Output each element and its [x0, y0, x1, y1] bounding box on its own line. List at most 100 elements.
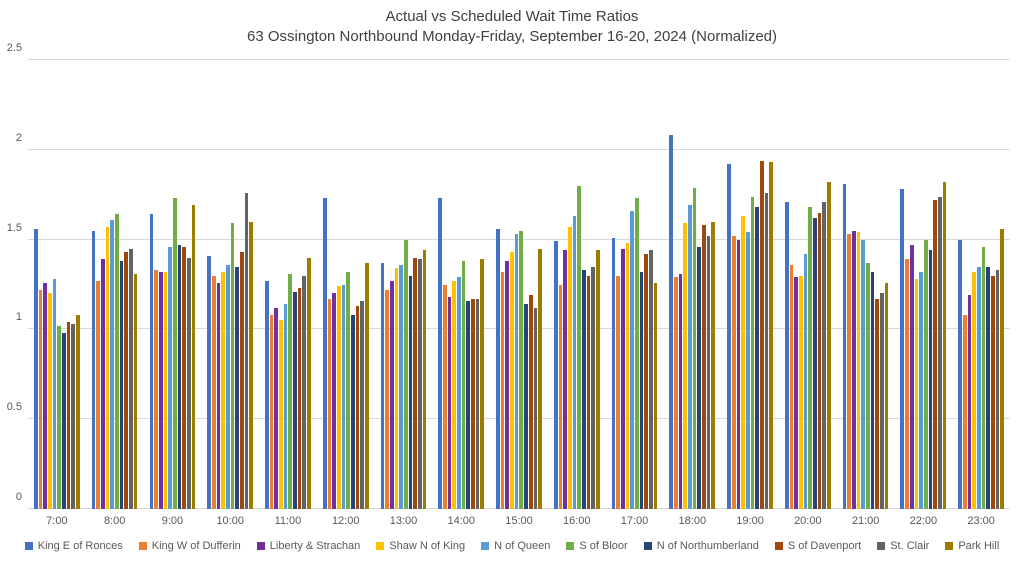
legend-swatch	[24, 542, 33, 550]
bar	[216, 282, 221, 509]
bar	[52, 279, 57, 509]
bar-group	[606, 60, 664, 509]
bar	[244, 192, 249, 509]
y-axis-label: 1.5	[6, 221, 22, 234]
bar	[332, 293, 336, 509]
bar	[240, 252, 244, 509]
y-axis-label: 2.5	[6, 42, 22, 54]
bar	[986, 266, 990, 509]
bar	[475, 298, 480, 509]
bar	[900, 189, 905, 509]
x-axis-label: 17:00	[620, 515, 649, 527]
bar	[235, 266, 239, 509]
bar	[842, 183, 847, 509]
x-axis-label: 19:00	[736, 515, 764, 527]
bar-group	[375, 60, 433, 509]
bar	[856, 232, 861, 509]
bar	[702, 225, 706, 509]
bar	[764, 192, 769, 509]
bar	[389, 280, 394, 509]
bar	[133, 273, 138, 509]
legend-label: St. Clair	[890, 540, 930, 552]
bar	[124, 252, 129, 509]
bar	[327, 298, 332, 509]
bar-group	[317, 60, 375, 509]
bar-group	[663, 60, 721, 509]
legend-label: N of Northumberland	[656, 540, 759, 552]
legend-label: S of Bloor	[579, 540, 628, 552]
bar	[394, 268, 399, 509]
chart-title-line1: Actual vs Scheduled Wait Time Ratios	[385, 8, 639, 25]
bar	[972, 271, 976, 509]
legend-label: King W of Dufferin	[151, 540, 241, 552]
bar	[302, 275, 307, 509]
bar	[784, 201, 789, 509]
bar	[995, 270, 1000, 509]
bar	[119, 261, 124, 509]
bar	[385, 289, 389, 509]
bar	[288, 273, 293, 509]
x-axis-label: 12:00	[331, 515, 360, 527]
bar	[524, 304, 528, 509]
bar	[616, 275, 620, 509]
legend-label: N of Queen	[494, 540, 551, 552]
bar	[163, 271, 168, 509]
bar	[635, 198, 639, 509]
legend-swatch	[256, 542, 265, 550]
bar	[48, 293, 52, 509]
bar	[505, 261, 510, 509]
legend-swatch	[774, 542, 783, 550]
legend-swatch	[945, 542, 954, 550]
bar	[168, 246, 172, 509]
bar-group	[86, 60, 144, 509]
bar	[225, 264, 230, 509]
bar	[870, 271, 875, 509]
bar	[307, 257, 311, 509]
bars-layer	[28, 60, 1010, 509]
bar	[928, 250, 933, 509]
bar	[625, 243, 630, 509]
bar	[976, 266, 981, 509]
bar	[591, 266, 595, 509]
bar-group	[259, 60, 317, 509]
bar	[533, 307, 538, 509]
legend-swatch	[376, 542, 385, 550]
bar	[154, 270, 158, 509]
y-axis: 0 0.5 1 1.5 2 2.5	[0, 42, 22, 509]
bar	[919, 271, 923, 509]
bar	[789, 264, 794, 509]
bar	[866, 262, 870, 509]
x-axis-label: 7:00	[46, 515, 68, 527]
bar-group	[28, 60, 86, 509]
bar	[91, 230, 96, 509]
x-axis-label: 13:00	[389, 515, 418, 527]
legend-item: King E of Ronces	[24, 540, 123, 552]
chart-title-line2: 63 Ossington Northbound Monday-Friday, S…	[247, 28, 777, 45]
bar	[674, 277, 678, 509]
bar	[341, 284, 346, 509]
legend-swatch	[481, 542, 490, 550]
bar-group	[779, 60, 837, 509]
bar	[683, 223, 688, 509]
bar	[711, 221, 716, 509]
bar	[364, 262, 369, 509]
bar	[34, 228, 38, 509]
chart-title: Actual vs Scheduled Wait Time Ratios 63 …	[0, 7, 1024, 47]
bar	[727, 164, 731, 509]
bar	[769, 162, 773, 509]
gridline	[28, 508, 1010, 509]
bar	[884, 282, 889, 509]
bar	[471, 298, 475, 509]
bar-group	[548, 60, 606, 509]
bar	[346, 271, 350, 509]
bar	[880, 293, 884, 509]
bar	[265, 280, 269, 509]
bar	[76, 315, 80, 509]
bar	[350, 315, 355, 509]
bar	[322, 198, 327, 509]
bar	[750, 196, 755, 509]
bar	[360, 300, 364, 509]
bar	[692, 187, 697, 509]
bar	[177, 245, 182, 509]
legend-item: St. Clair	[877, 540, 929, 552]
